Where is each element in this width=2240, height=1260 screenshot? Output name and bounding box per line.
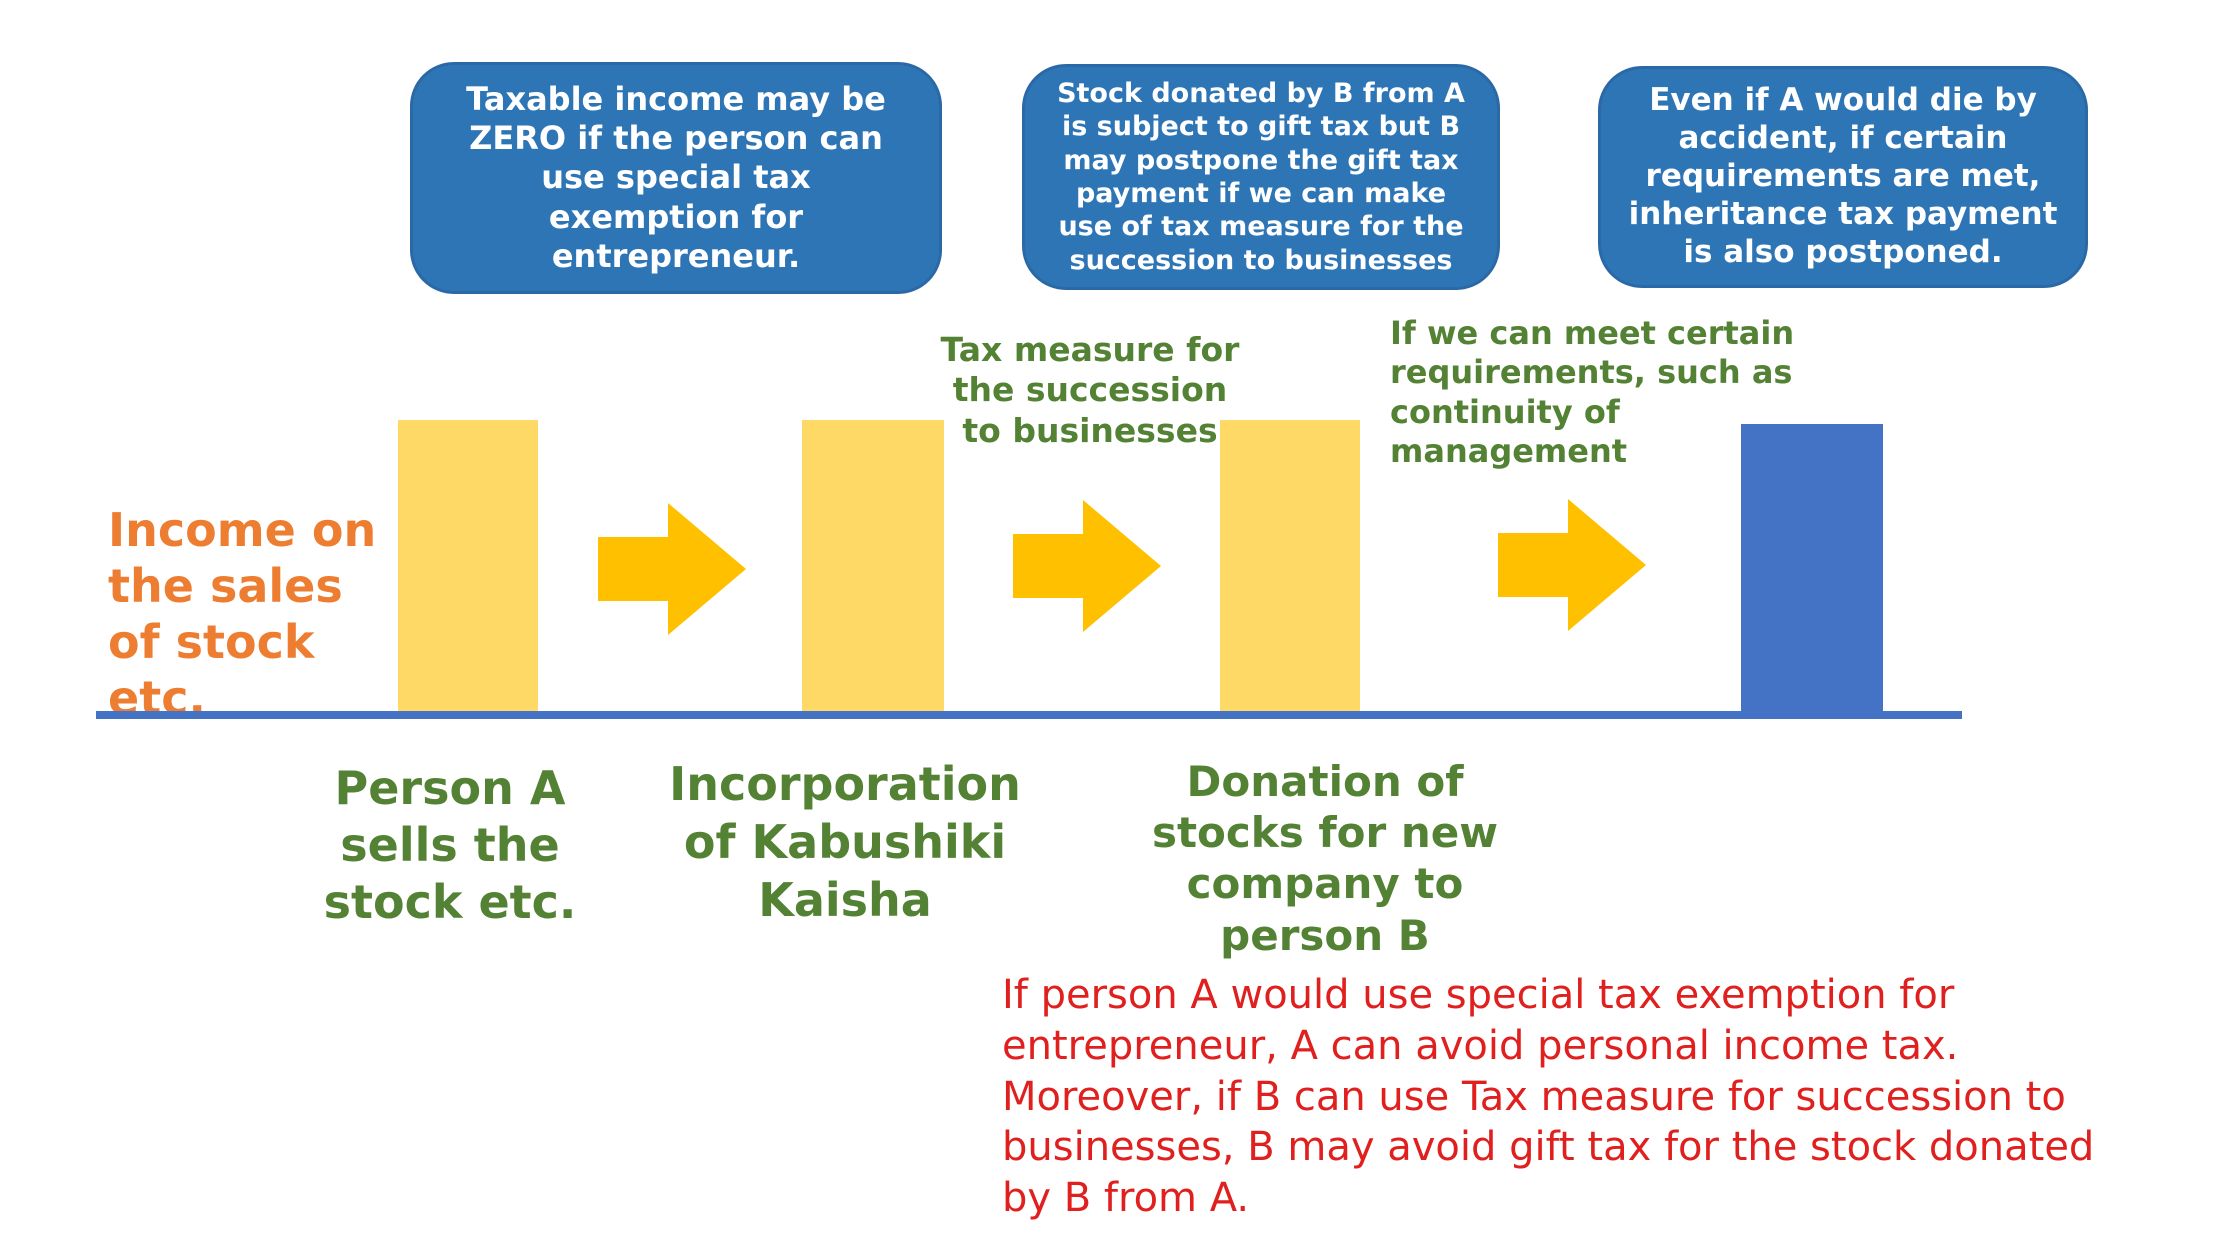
step-bar-incorporation [802, 420, 944, 714]
step-label-incorporation: Incorporation of Kabushiki Kaisha [669, 757, 1021, 927]
callout-gift-tax-text: Stock donated by B from A is subject to … [1057, 77, 1465, 276]
requirements-note: If we can meet certain requirements, suc… [1390, 314, 1795, 471]
summary-note: If person A would use special tax exempt… [1002, 972, 2095, 1222]
step-bar-sale [398, 420, 538, 714]
right-arrow-icon [1498, 499, 1646, 631]
right-arrow-icon [598, 503, 746, 635]
step-label-sale: Person A sells the stock etc. [323, 761, 577, 930]
callout-income-exemption-text: Taxable income may be ZERO if the person… [466, 80, 886, 275]
timeline-baseline [96, 711, 1962, 719]
callout-income-exemption: Taxable income may be ZERO if the person… [410, 62, 942, 294]
step-label-donation: Donation of stocks for new company to pe… [1151, 757, 1499, 960]
callout-inheritance: Even if A would die by accident, if cert… [1598, 66, 2088, 288]
right-arrow-icon [1013, 500, 1161, 632]
income-on-sales-label: Income on the sales of stock etc. [108, 503, 377, 726]
step-bar-final [1741, 424, 1883, 714]
callout-gift-tax: Stock donated by B from A is subject to … [1022, 64, 1500, 290]
callout-inheritance-text: Even if A would die by accident, if cert… [1628, 82, 2058, 270]
tax-measure-note: Tax measure for the succession to busine… [940, 330, 1240, 450]
step-bar-donation [1220, 420, 1360, 714]
